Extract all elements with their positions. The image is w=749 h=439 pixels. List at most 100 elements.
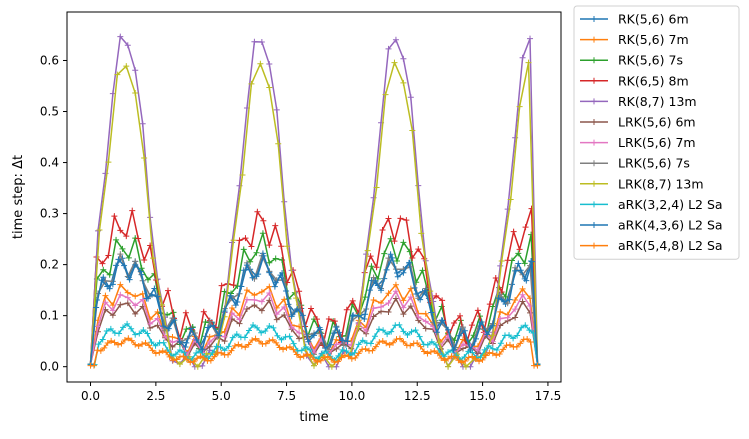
data-point (507, 196, 514, 203)
data-point (236, 237, 243, 244)
data-point (455, 357, 462, 364)
legend-marker (591, 98, 597, 105)
legend-marker (591, 36, 597, 43)
data-point (400, 239, 407, 246)
data-point (132, 67, 139, 74)
data-point (159, 347, 166, 354)
data-point (486, 349, 493, 356)
data-point (474, 347, 481, 354)
data-point (390, 339, 397, 346)
data-point (380, 327, 387, 334)
data-point (154, 315, 161, 322)
data-point (319, 350, 326, 357)
data-point (421, 348, 428, 355)
data-point (445, 326, 452, 333)
data-point (514, 332, 521, 339)
data-point (525, 59, 532, 66)
data-point (288, 324, 295, 331)
data-point (98, 277, 105, 284)
data-point (528, 258, 535, 265)
legend-label: RK(6,5) 8m (618, 73, 689, 88)
data-point (148, 291, 155, 298)
data-point (269, 336, 276, 343)
data-point (510, 335, 517, 342)
legend-entry: aRK(5,4,8) L2 Sa (580, 238, 723, 253)
x-tick-label: 2.5 (146, 389, 165, 403)
legend-marker (591, 139, 597, 146)
data-point (260, 217, 267, 224)
data-point (281, 296, 288, 303)
data-point (288, 313, 295, 320)
data-point (141, 154, 148, 161)
data-point (204, 324, 211, 331)
data-point (199, 346, 206, 353)
data-point (476, 358, 483, 365)
data-point (142, 339, 149, 346)
data-point (479, 356, 486, 363)
data-point (394, 258, 401, 265)
data-point (427, 348, 434, 355)
data-point (140, 326, 147, 333)
data-point (102, 277, 109, 284)
data-point (500, 346, 507, 353)
data-point (355, 312, 362, 319)
data-point (373, 264, 380, 271)
legend-label: RK(5,6) 6m (618, 12, 689, 27)
data-point (496, 351, 503, 358)
data-point (275, 140, 282, 147)
data-point (274, 332, 281, 339)
data-point (242, 344, 249, 351)
data-point (439, 317, 446, 324)
data-point (187, 359, 194, 366)
data-point (438, 355, 445, 362)
data-point (117, 33, 124, 40)
data-point (485, 342, 492, 349)
data-point (339, 346, 346, 353)
data-point (307, 352, 314, 359)
data-point (382, 91, 389, 98)
legend-marker (591, 160, 597, 167)
data-point (132, 90, 139, 97)
x-tick-label: 12.5 (404, 389, 431, 403)
data-point (139, 341, 146, 348)
data-point (434, 350, 441, 357)
data-point (510, 228, 517, 235)
data-point (415, 313, 422, 320)
legend-marker (591, 222, 597, 228)
data-point (306, 346, 313, 353)
data-point (293, 351, 300, 358)
data-point (290, 340, 297, 347)
data-point (338, 354, 345, 361)
data-point (136, 330, 143, 337)
data-point (323, 348, 330, 355)
data-point (182, 309, 189, 316)
data-point (273, 311, 280, 318)
data-point (200, 355, 207, 362)
data-point (150, 255, 157, 262)
data-point (324, 353, 331, 360)
data-point (350, 312, 357, 319)
data-point (407, 294, 414, 301)
data-point (132, 293, 139, 300)
data-point (160, 339, 167, 346)
data-point (478, 318, 485, 325)
data-point (296, 329, 303, 336)
data-point (473, 335, 480, 342)
data-point (459, 324, 466, 331)
data-point (144, 330, 151, 337)
data-point (266, 290, 273, 297)
data-point (500, 298, 507, 305)
data-point (484, 331, 491, 338)
data-point (232, 302, 239, 309)
data-point (159, 301, 166, 308)
data-point (397, 215, 404, 222)
data-point (302, 343, 309, 350)
data-point (327, 341, 334, 348)
data-point (409, 255, 416, 261)
legend-label: RK(8,7) 13m (618, 94, 697, 109)
data-point (335, 358, 342, 365)
data-point (439, 297, 446, 304)
legend-label: aRK(4,3,6) L2 Sa (618, 218, 723, 233)
data-point (367, 253, 374, 260)
data-point (328, 356, 335, 363)
